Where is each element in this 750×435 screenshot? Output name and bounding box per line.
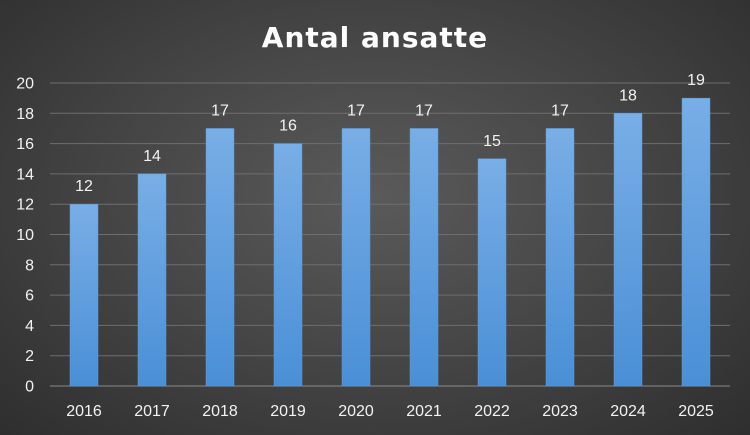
data-label: 12 [75, 178, 93, 195]
x-tick-label: 2023 [542, 403, 578, 420]
y-tick-label: 18 [16, 106, 34, 123]
x-tick-label: 2019 [270, 403, 306, 420]
data-label: 14 [143, 148, 161, 165]
bar [137, 173, 167, 387]
data-label: 17 [551, 102, 569, 119]
data-labels: 12 14 17 16 17 17 15 17 18 19 [75, 72, 705, 195]
bar [477, 158, 507, 387]
data-label: 16 [279, 118, 297, 135]
bar [681, 97, 711, 387]
bar [613, 113, 643, 387]
bar [273, 143, 303, 387]
bar [69, 203, 99, 387]
x-tick-label: 2024 [610, 403, 646, 420]
y-tick-label: 14 [16, 166, 34, 183]
data-label: 17 [415, 102, 433, 119]
data-label: 15 [483, 133, 501, 150]
chart-title: Antal ansatte [262, 21, 488, 54]
y-tick-label: 8 [25, 257, 34, 274]
y-tick-label: 20 [16, 76, 34, 93]
data-label: 17 [347, 102, 365, 119]
data-label: 18 [619, 87, 637, 104]
bar [409, 128, 439, 387]
x-axis-ticks: 2016 2017 2018 2019 2020 2021 2022 2023 2024 2025 [66, 403, 714, 420]
y-tick-label: 10 [16, 227, 34, 244]
y-axis-ticks: 0 2 4 6 8 10 12 14 16 18 20 [16, 76, 34, 396]
x-tick-label: 2025 [678, 403, 714, 420]
y-tick-label: 6 [25, 288, 34, 305]
y-tick-label: 12 [16, 197, 34, 214]
y-tick-label: 2 [25, 348, 34, 365]
bar [341, 128, 371, 387]
y-tick-label: 16 [16, 136, 34, 153]
x-tick-label: 2016 [66, 403, 102, 420]
x-tick-label: 2017 [134, 403, 170, 420]
bar [205, 128, 235, 387]
y-tick-label: 4 [25, 318, 34, 335]
data-label: 19 [687, 72, 705, 89]
x-tick-label: 2020 [338, 403, 374, 420]
bar [545, 128, 575, 387]
data-label: 17 [211, 102, 229, 119]
x-tick-label: 2018 [202, 403, 238, 420]
x-tick-label: 2021 [406, 403, 442, 420]
bars [69, 97, 711, 387]
x-tick-label: 2022 [474, 403, 510, 420]
y-tick-label: 0 [25, 379, 34, 396]
